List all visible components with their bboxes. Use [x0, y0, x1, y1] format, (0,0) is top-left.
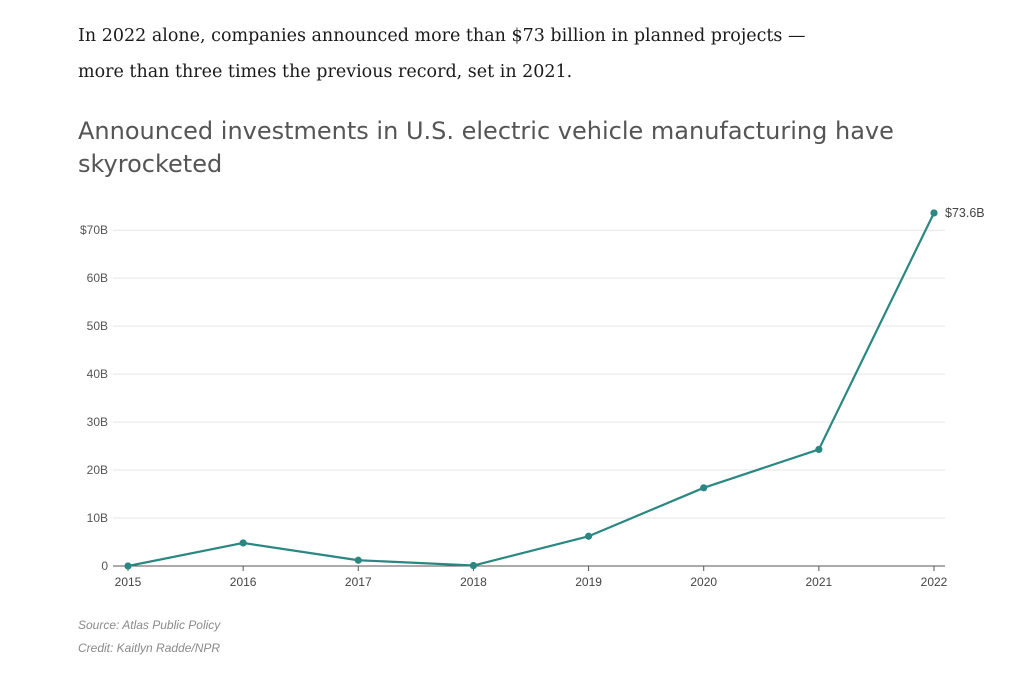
x-tick-label: 2021	[806, 575, 833, 589]
y-tick-label: $70B	[80, 223, 108, 237]
source-note: Source: Atlas Public Policy	[78, 618, 221, 632]
x-tick-label: 2020	[690, 575, 717, 589]
x-tick-label: 2019	[575, 575, 602, 589]
x-tick-label: 2015	[115, 575, 142, 589]
data-label: $73.6B	[945, 206, 985, 220]
intro-text: In 2022 alone, companies announced more …	[78, 18, 938, 90]
line-chart: 0 10B 20B 30B 40B 50B 60B $70B 2015 2016 2017 2018 2…	[80, 206, 985, 589]
x-tick-label: 2018	[460, 575, 487, 589]
intro-line-1: In 2022 alone, companies announced more …	[78, 26, 806, 46]
y-tick-label: 0	[101, 559, 108, 573]
data-point	[124, 562, 132, 570]
chart-title: Announced investments in U.S. electric v…	[78, 117, 894, 178]
series-line	[127, 212, 935, 568]
y-tick-label: 30B	[87, 415, 108, 429]
data-point	[469, 561, 478, 570]
y-tick-label: 60B	[87, 271, 108, 285]
x-tick-label: 2022	[921, 575, 948, 589]
credit-note: Credit: Kaitlyn Radde/NPR	[78, 641, 221, 655]
y-tick-label: 10B	[87, 511, 108, 525]
data-point	[584, 532, 593, 540]
x-tick-label: 2016	[230, 575, 257, 589]
y-tick-label: 20B	[87, 463, 108, 477]
data-point	[239, 539, 247, 547]
y-tick-label: 40B	[87, 367, 108, 381]
x-tick-label: 2017	[345, 575, 372, 589]
data-point	[815, 445, 823, 454]
y-tick-label: 50B	[87, 319, 108, 333]
intro-line-2: more than three times the previous recor…	[78, 62, 573, 82]
data-point	[700, 484, 708, 492]
data-point	[354, 556, 362, 564]
data-point	[930, 209, 938, 217]
